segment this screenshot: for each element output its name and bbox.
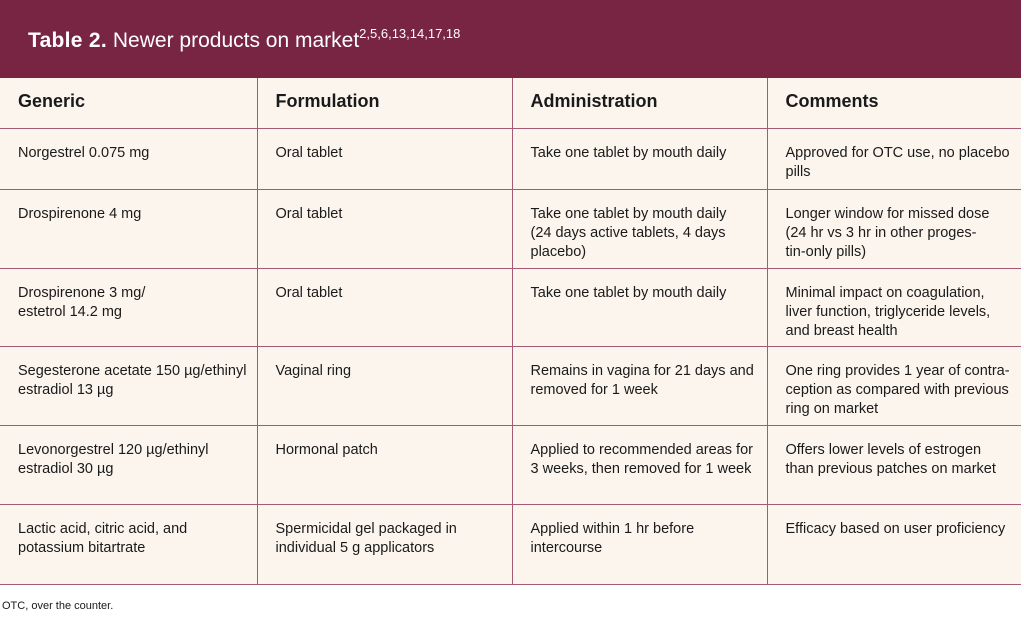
cell-administration: Applied to recommended areas for 3 weeks…	[512, 425, 767, 504]
table-title: Newer products on market	[113, 29, 359, 52]
cell-formulation: Oral tablet	[257, 268, 512, 346]
cell-generic: Norgestrel 0.075 mg	[0, 128, 257, 189]
cell-administration: Applied within 1 hr before intercourse	[512, 504, 767, 584]
cell-administration: Take one tablet by mouth daily (24 days …	[512, 189, 767, 268]
table-number: Table 2.	[28, 29, 107, 52]
table-footnote: OTC, over the counter.	[2, 599, 113, 613]
cell-comments: Approved for OTC use, no placebo pills	[767, 128, 1021, 189]
cell-comments: Offers lower levels of estrogen than pre…	[767, 425, 1021, 504]
table-row: Levonorgestrel 120 µg/ethinyl estradiol …	[0, 425, 1021, 504]
cell-comments: Longer window for missed dose (24 hr vs …	[767, 189, 1021, 268]
cell-generic: Levonorgestrel 120 µg/ethinyl estradiol …	[0, 425, 257, 504]
cell-formulation: Spermicidal gel packaged in individual 5…	[257, 504, 512, 584]
cell-comments: Minimal impact on coagulation, liver fun…	[767, 268, 1021, 346]
cell-comments: Efficacy based on user proficiency	[767, 504, 1021, 584]
reference-numbers: 2,5,6,13,14,17,18	[359, 26, 460, 41]
products-table: Generic Formulation Administration Comme…	[0, 78, 1021, 585]
cell-generic: Drospirenone 3 mg/ estetrol 14.2 mg	[0, 268, 257, 346]
cell-formulation: Oral tablet	[257, 128, 512, 189]
cell-formulation: Vaginal ring	[257, 346, 512, 425]
column-header-comments: Comments	[767, 78, 1021, 128]
column-header-administration: Administration	[512, 78, 767, 128]
table-row: Drospirenone 4 mg Oral tablet Take one t…	[0, 189, 1021, 268]
column-header-formulation: Formulation	[257, 78, 512, 128]
table-header-row: Generic Formulation Administration Comme…	[0, 78, 1021, 128]
table-title-bar: Table 2. Newer products on market2,5,6,1…	[0, 0, 1021, 78]
table-row: Norgestrel 0.075 mg Oral tablet Take one…	[0, 128, 1021, 189]
cell-formulation: Hormonal patch	[257, 425, 512, 504]
cell-generic: Segesterone acetate 150 µg/ethinyl estra…	[0, 346, 257, 425]
cell-comments: One ring provides 1 year of contra- cept…	[767, 346, 1021, 425]
table-row: Segesterone acetate 150 µg/ethinyl estra…	[0, 346, 1021, 425]
column-header-generic: Generic	[0, 78, 257, 128]
cell-generic: Drospirenone 4 mg	[0, 189, 257, 268]
cell-administration: Remains in vagina for 21 days and remove…	[512, 346, 767, 425]
cell-generic: Lactic acid, citric acid, and potassium …	[0, 504, 257, 584]
table-row: Drospirenone 3 mg/ estetrol 14.2 mg Oral…	[0, 268, 1021, 346]
table-row: Lactic acid, citric acid, and potassium …	[0, 504, 1021, 584]
cell-formulation: Oral tablet	[257, 189, 512, 268]
cell-administration: Take one tablet by mouth daily	[512, 128, 767, 189]
cell-administration: Take one tablet by mouth daily	[512, 268, 767, 346]
